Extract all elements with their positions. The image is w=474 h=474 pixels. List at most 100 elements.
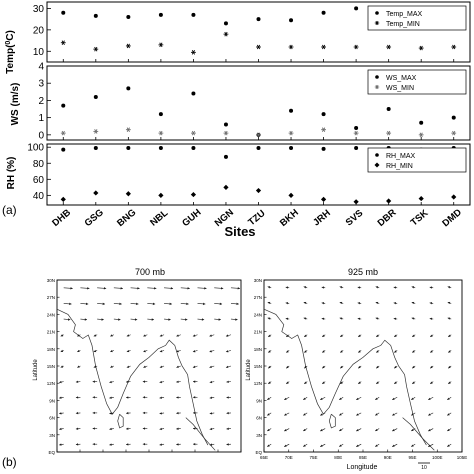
point-rh_max: [93, 146, 98, 151]
y-tick-label: 20: [33, 25, 45, 36]
wind-vector: [448, 334, 452, 338]
site-label: DMD: [440, 207, 464, 229]
wind-vector: [393, 286, 398, 289]
point-rh_min: [125, 191, 131, 197]
wind-vector: [320, 443, 326, 447]
wind-vector: [180, 287, 190, 290]
point-rh_max: [158, 146, 163, 151]
wind-vector: [192, 334, 198, 337]
point-temp_max: [93, 13, 98, 18]
wind-vector: [429, 317, 434, 321]
wind-vector: [303, 301, 308, 305]
map-frame: [263, 279, 463, 453]
wind-vector: [447, 412, 452, 416]
wind-vector: [267, 428, 272, 432]
point-ws_max: [289, 108, 294, 113]
lat-tick-label: 21N: [254, 330, 262, 335]
lat-tick-label: EQ: [48, 450, 55, 455]
site-label: DBR: [376, 207, 399, 229]
wind-vector: [375, 428, 380, 432]
subplot-1: 0 1 2 3 4 WS_MAX WS_MIN: [38, 62, 471, 141]
lat-tick-label: 21N: [47, 330, 55, 335]
ylabel-temp-main: Temp(: [5, 44, 16, 74]
lat-tick-label: 18N: [254, 347, 262, 352]
wind-vector: [193, 396, 198, 399]
point-rh_max: [126, 146, 131, 151]
wind-vector: [225, 334, 232, 337]
wind-vector: [447, 428, 452, 432]
wind-vector: [267, 412, 272, 416]
wind-vector: [303, 397, 308, 401]
wind-vector: [356, 412, 362, 416]
wind-vector: [448, 365, 452, 369]
wind-vector: [193, 442, 198, 446]
wind-vector: [376, 334, 380, 338]
wind-vector: [303, 412, 308, 416]
wind-vector: [322, 334, 326, 338]
y-tick-label: 1: [38, 113, 44, 124]
legend: WS_MAX WS_MIN: [367, 69, 467, 95]
point-ws_min: [93, 129, 99, 134]
wind-vector: [267, 317, 272, 320]
point-ws_min: [125, 127, 131, 132]
panel-a-label: (a): [2, 203, 17, 217]
lat-tick-label: 3N: [256, 433, 262, 438]
lat-tick-label: 27N: [47, 295, 55, 300]
wind-vector: [286, 365, 290, 369]
wind-vector: [357, 317, 362, 321]
wind-vector: [340, 334, 344, 338]
wind-vector: [375, 412, 380, 416]
wind-vector: [304, 365, 308, 369]
wind-vector: [60, 334, 64, 337]
wind-vector: [392, 397, 398, 401]
legend-label: WS_MAX: [386, 75, 417, 82]
point-ws_min: [353, 130, 359, 136]
lat-tick-label: 30N: [254, 278, 262, 283]
point-temp_min: [451, 44, 457, 50]
wind-vector: [394, 334, 398, 338]
wind-vector: [285, 302, 290, 305]
y-tick-label: 3: [38, 79, 44, 90]
point-ws_max: [223, 122, 228, 127]
wind-vector: [180, 302, 189, 306]
legend-label: RH_MIN: [386, 163, 413, 170]
wind-vector: [214, 302, 223, 306]
wind-vector: [159, 349, 165, 353]
wind-vector: [75, 427, 81, 430]
wind-vector: [75, 396, 81, 399]
site-label: SVS: [344, 208, 366, 229]
wind-vector: [448, 381, 452, 385]
wind-vector: [97, 287, 107, 290]
wind-vector: [303, 286, 308, 289]
legend-marker: [374, 84, 380, 90]
lat-tick-label: 30N: [47, 278, 55, 283]
wind-vector: [357, 286, 362, 289]
wind-vector: [97, 302, 105, 306]
point-ws_min: [288, 130, 294, 136]
map-925-title: 925 mb: [348, 267, 378, 277]
point-temp_max: [61, 10, 66, 15]
panel-b-label: (b): [2, 455, 17, 469]
coastline: [56, 308, 209, 446]
wind-vector: [59, 380, 64, 384]
wind-vector: [93, 334, 98, 337]
wind-vector: [110, 334, 114, 337]
wind-vector: [159, 427, 165, 431]
point-ws_max: [354, 125, 359, 130]
point-temp_min: [125, 43, 131, 49]
point-ws_min: [60, 130, 66, 136]
legend-marker: [374, 162, 380, 168]
point-temp_max: [223, 21, 228, 26]
wind-vector: [286, 350, 290, 353]
wind-vector: [80, 318, 88, 321]
wind-vector: [394, 350, 398, 353]
point-ws_min: [191, 130, 196, 136]
lat-tick-label: 15N: [254, 364, 262, 369]
point-temp_max: [354, 6, 359, 11]
point-rh_min: [190, 191, 197, 198]
wind-vector: [142, 411, 148, 415]
panel-a-plots: 10 20 30 Temp_MAX Temp_MIN 0 1 2 3 4 WS_MAX WS_MIN 4…: [27, 1, 471, 229]
point-ws_min: [223, 130, 229, 136]
wind-vector: [159, 334, 165, 337]
